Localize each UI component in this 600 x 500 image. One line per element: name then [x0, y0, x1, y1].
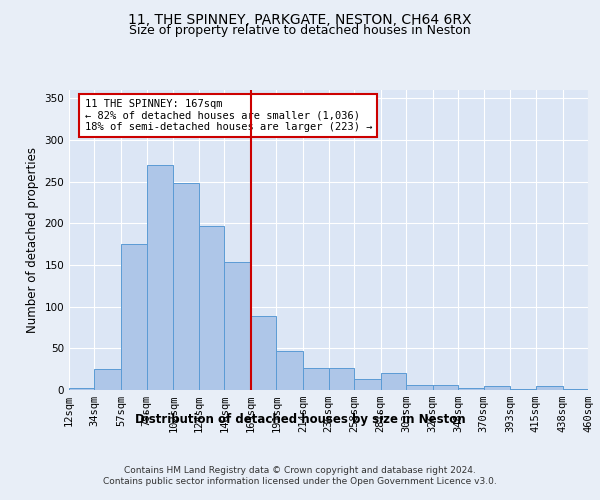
Bar: [224, 262, 251, 390]
Text: Distribution of detached houses by size in Neston: Distribution of detached houses by size …: [134, 412, 466, 426]
Bar: [121, 244, 146, 390]
Bar: [146, 165, 173, 390]
Bar: [251, 316, 277, 390]
Bar: [329, 368, 354, 390]
Bar: [563, 389, 588, 390]
Bar: [433, 385, 458, 390]
Text: 11, THE SPINNEY, PARKGATE, NESTON, CH64 6RX: 11, THE SPINNEY, PARKGATE, NESTON, CH64 …: [128, 12, 472, 26]
Bar: [94, 369, 121, 390]
Bar: [511, 389, 536, 390]
Bar: [536, 386, 563, 390]
Bar: [484, 386, 511, 390]
Bar: [173, 184, 199, 390]
Bar: [406, 385, 433, 390]
Bar: [277, 351, 303, 390]
Text: Contains public sector information licensed under the Open Government Licence v3: Contains public sector information licen…: [103, 477, 497, 486]
Bar: [380, 374, 406, 390]
Bar: [303, 368, 329, 390]
Y-axis label: Number of detached properties: Number of detached properties: [26, 147, 39, 333]
Bar: [199, 226, 224, 390]
Bar: [69, 388, 94, 390]
Bar: [458, 388, 484, 390]
Text: Size of property relative to detached houses in Neston: Size of property relative to detached ho…: [129, 24, 471, 37]
Bar: [354, 379, 380, 390]
Text: 11 THE SPINNEY: 167sqm
← 82% of detached houses are smaller (1,036)
18% of semi-: 11 THE SPINNEY: 167sqm ← 82% of detached…: [85, 99, 372, 132]
Text: Contains HM Land Registry data © Crown copyright and database right 2024.: Contains HM Land Registry data © Crown c…: [124, 466, 476, 475]
